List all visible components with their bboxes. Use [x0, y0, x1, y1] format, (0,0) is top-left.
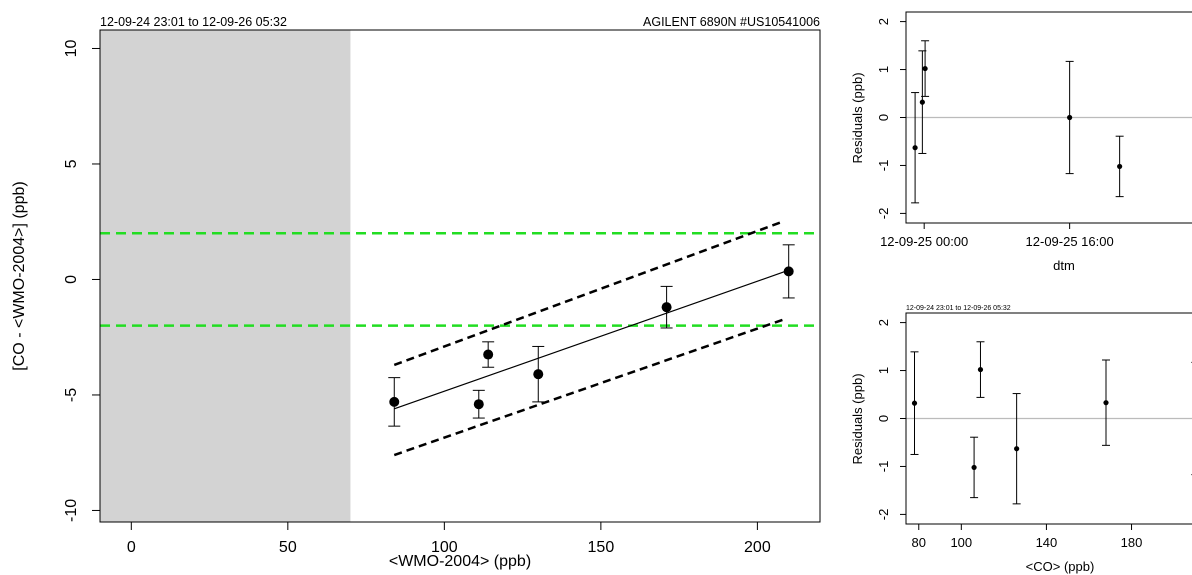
main-x-tick-label-3: 150	[588, 539, 615, 556]
br-marker-4	[1103, 400, 1109, 406]
residuals-co-plot: 80 100 140 180 -2 -1 0 1 2 12-09-24 23:01 to 12-…	[850, 305, 1192, 574]
br-y-tick-label-1: -1	[876, 461, 891, 473]
br-y-tick-label-0: -2	[876, 509, 891, 521]
br-y-tick-label-3: 1	[876, 367, 891, 374]
main-x-tick-label-0: 0	[127, 539, 136, 556]
tr-marker-1	[919, 99, 925, 105]
main-x-tick-label-4: 200	[744, 539, 771, 556]
main-subtitle-left: 12-09-24 23:01 to 12-09-26 05:32	[100, 15, 287, 29]
main-x-tick-label-1: 50	[279, 539, 297, 556]
br-subtitle: 12-09-24 23:01 to 12-09-26 05:32	[906, 305, 1011, 312]
br-ticks: 80 100 140 180 -2 -1 0 1 2	[876, 319, 1142, 550]
tr-point-2	[921, 40, 930, 97]
br-x-tick-label-3: 180	[1121, 535, 1143, 550]
main-fit-line	[394, 269, 789, 410]
br-points	[910, 341, 1192, 505]
tr-points	[911, 40, 1124, 204]
main-marker-0	[389, 396, 400, 407]
tr-x-tick-label-0: 12-09-25 00:00	[880, 234, 968, 249]
tr-x-tick-label-1: 12-09-25 16:00	[1026, 234, 1114, 249]
main-y-tick-label-3: 5	[63, 159, 80, 168]
main-ticks: 0 50 100 150 200 -10 -5 0 5 10	[63, 39, 771, 556]
br-x-tick-label-2: 140	[1036, 535, 1058, 550]
br-marker-0	[911, 400, 918, 406]
main-y-tick-label-4: 10	[63, 39, 80, 57]
main-point-4	[660, 285, 673, 329]
main-point-1	[472, 389, 485, 419]
main-point-5	[782, 244, 795, 299]
br-x-axis-label: <CO> (ppb)	[1026, 559, 1095, 574]
br-y-tick-label-4: 2	[876, 319, 891, 326]
br-point-1	[970, 436, 979, 499]
tr-y-tick-label-1: -1	[876, 160, 891, 172]
main-x-axis-label: <WMO-2004> (ppb)	[389, 553, 531, 570]
br-point-0	[910, 351, 919, 455]
main-y-tick-label-0: -10	[63, 499, 80, 522]
main-band-lower	[393, 318, 783, 457]
main-y-tick-label-2: 0	[63, 275, 80, 284]
tr-y-tick-label-3: 1	[876, 66, 891, 73]
tr-point-3	[1065, 60, 1074, 175]
main-plot-frame	[99, 29, 821, 523]
main-band-upper	[393, 220, 783, 367]
br-y-tick-label-2: 0	[876, 415, 891, 422]
tr-ticks: 12-09-25 00:00 12-09-25 16:00 -2 -1 0 1 2	[876, 18, 1114, 249]
tr-marker-4	[1117, 163, 1123, 170]
main-x-tick-label-2: 100	[431, 539, 458, 556]
main-marker-2	[483, 349, 494, 360]
tr-marker-0	[912, 145, 918, 151]
br-point-4	[1102, 359, 1110, 446]
tr-y-tick-label-0: -2	[876, 208, 891, 220]
br-marker-3	[1014, 446, 1020, 452]
main-subtitle-right: AGILENT 6890N #US10541006	[643, 15, 820, 29]
main-point-2	[482, 341, 495, 368]
main-y-axis-label: [CO - <WMO-2004>] (ppb)	[11, 181, 28, 370]
main-points	[388, 244, 795, 427]
tr-marker-3	[1067, 114, 1073, 121]
tr-y-axis-label: Residuals (ppb)	[850, 72, 865, 163]
main-shaded-region	[100, 30, 351, 522]
tr-x-axis-label: dtm	[1053, 258, 1075, 273]
main-marker-3	[533, 369, 544, 380]
main-y-tick-label-1: -5	[63, 388, 80, 402]
br-point-2	[976, 341, 985, 398]
br-x-tick-label-1: 100	[950, 535, 972, 550]
br-x-tick-label-0: 80	[912, 535, 926, 550]
tr-y-tick-label-2: 0	[876, 114, 891, 121]
br-marker-2	[977, 366, 984, 373]
tr-point-4	[1115, 135, 1124, 198]
main-point-3	[532, 345, 545, 403]
tr-marker-2	[922, 65, 928, 72]
main-point-0	[388, 377, 401, 427]
main-marker-4	[661, 302, 672, 313]
tr-point-0	[911, 92, 920, 204]
main-marker-5	[783, 266, 794, 277]
main-marker-1	[473, 399, 484, 410]
br-marker-1	[971, 464, 977, 471]
br-point-3	[1012, 393, 1021, 505]
br-y-axis-label: Residuals (ppb)	[850, 373, 865, 464]
tr-y-tick-label-4: 2	[876, 18, 891, 25]
main-plot: 0 50 100 150 200 -10 -5 0 5 10 12-09-24 23:01 to …	[11, 15, 821, 570]
